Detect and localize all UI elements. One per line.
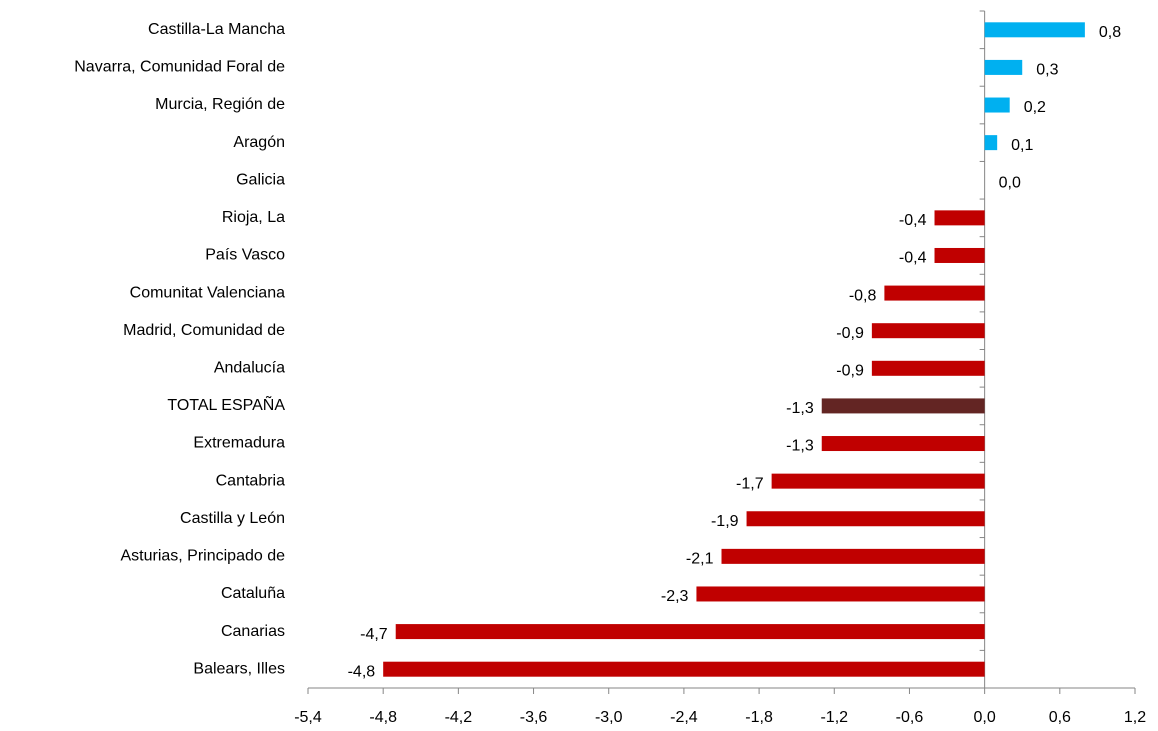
y-tick-label: País Vasco [205,247,285,264]
y-tick-label: Canarias [221,623,285,640]
value-label: -0,8 [849,287,877,304]
x-tick-label: 0,6 [1049,709,1071,726]
value-label: 0,1 [1011,137,1033,154]
y-tick-label: Madrid, Comunidad de [123,322,285,339]
bar [884,285,985,301]
value-label: -4,7 [360,626,388,643]
y-tick-label: Navarra, Comunidad Foral de [74,59,285,76]
value-label: -1,7 [736,475,764,492]
bar [821,436,985,452]
bar [821,398,985,414]
x-tick-label: -4,8 [369,709,397,726]
bar [871,323,985,339]
x-tick-label: -1,8 [745,709,773,726]
bar [871,360,985,376]
y-tick-label: Murcia, Región de [155,96,285,113]
x-tick-label: 0,0 [974,709,996,726]
y-tick-label: Cataluña [221,585,285,602]
y-tick-label: Galicia [236,171,285,188]
value-label: -2,1 [686,551,714,568]
bar [984,59,1023,75]
bar [934,210,985,226]
x-tick-label: -3,0 [595,709,623,726]
y-tick-label: Andalucía [214,360,285,377]
x-tick-label: -3,6 [520,709,548,726]
y-tick-label: Balears, Illes [193,660,285,677]
y-tick-label: Aragón [233,134,285,151]
value-label: -0,4 [899,212,927,229]
y-tick-label: Comunitat Valenciana [130,284,285,301]
value-label: -1,3 [786,400,814,417]
bar [383,661,985,677]
value-label: -0,9 [836,325,864,342]
x-tick-label: 1,2 [1124,709,1146,726]
bar [984,22,1085,38]
y-tick-label: Extremadura [193,435,285,452]
value-label: -1,3 [786,438,814,455]
y-tick-label: Asturias, Principado de [120,548,285,565]
x-tick-label: -2,4 [670,709,698,726]
y-tick-label: TOTAL ESPAÑA [167,394,285,414]
value-label: 0,3 [1036,62,1058,79]
y-tick-label: Castilla y León [180,510,285,527]
x-tick-label: -4,2 [445,709,473,726]
y-tick-label: Rioja, La [222,209,285,226]
value-label: -1,9 [711,513,739,530]
bar [721,548,985,564]
x-tick-label: -1,2 [820,709,848,726]
value-label: 0,2 [1024,99,1046,116]
bar [696,586,985,602]
value-label: -4,8 [348,663,376,680]
value-label: -0,9 [836,363,864,380]
bar [395,624,985,640]
value-label: 0,8 [1099,24,1121,41]
bar [934,247,985,263]
bar [746,511,985,527]
value-label: -0,4 [899,250,927,267]
bar [771,473,985,489]
value-label: -2,3 [661,588,689,605]
bar [984,97,1010,113]
value-label: 0,0 [999,174,1021,191]
bar [984,135,998,151]
y-tick-label: Cantabria [216,472,285,489]
x-tick-label: -5,4 [294,709,322,726]
y-tick-label: Castilla-La Mancha [148,21,285,38]
x-tick-label: -0,6 [896,709,924,726]
